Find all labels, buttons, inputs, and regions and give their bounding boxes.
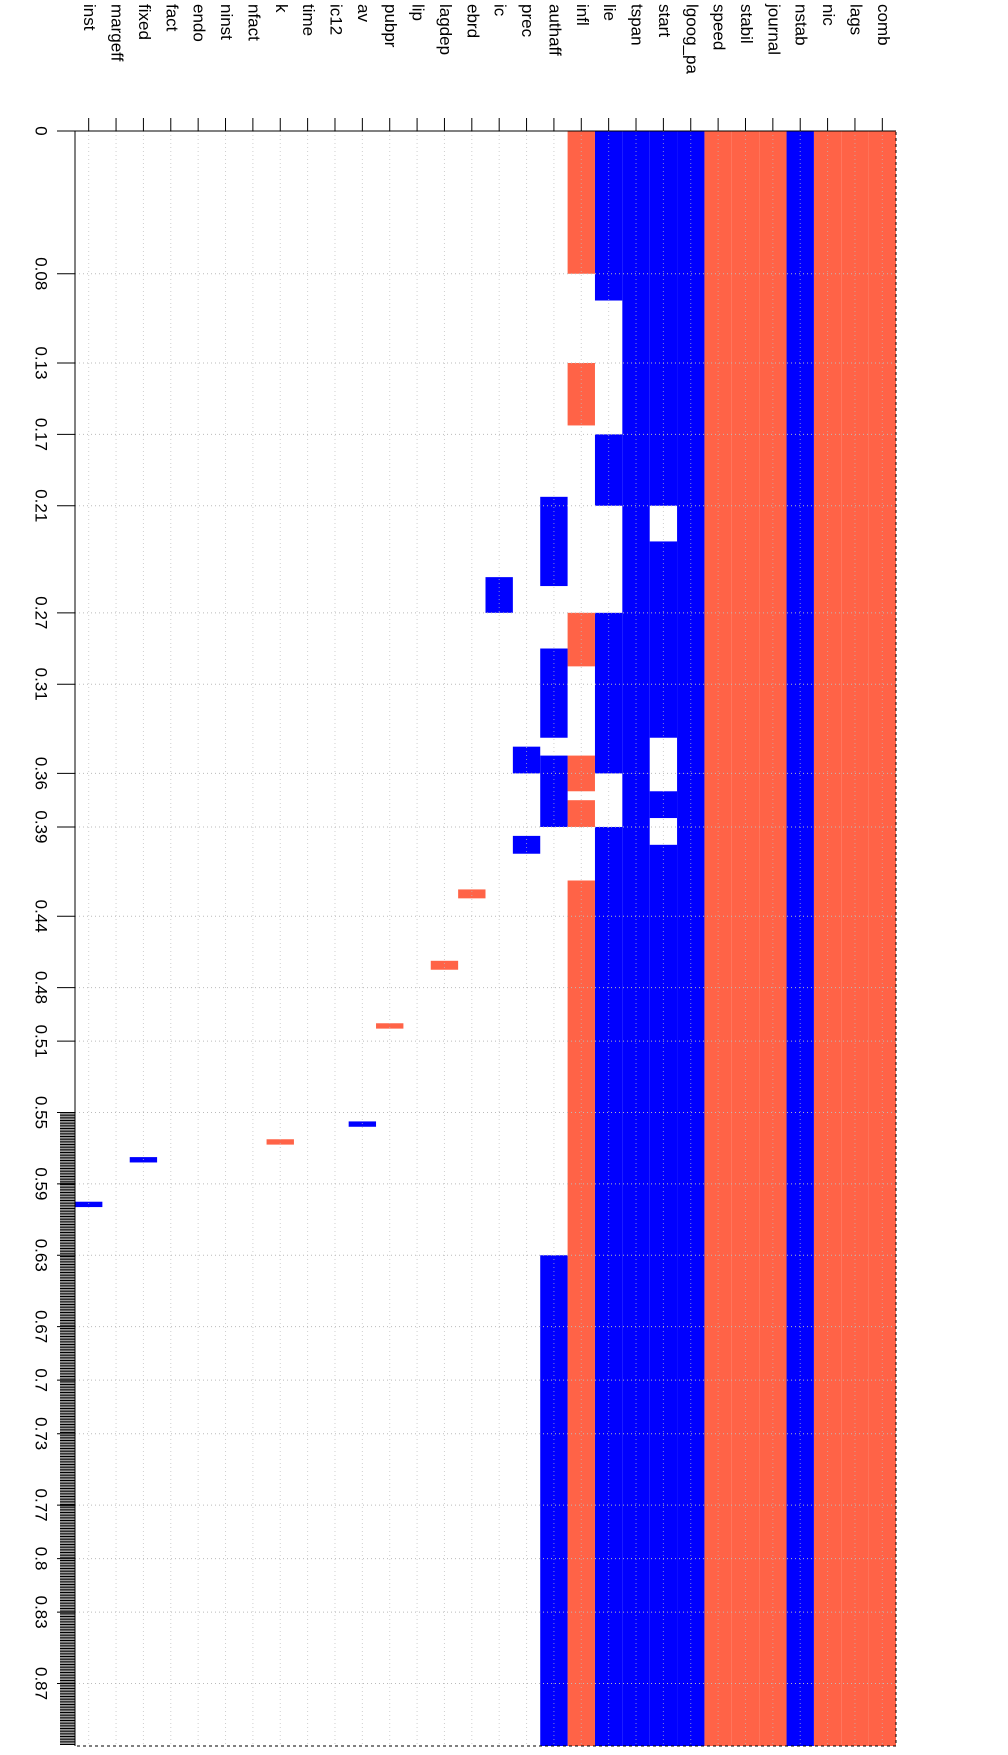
x-tick-label: 0.27 bbox=[32, 596, 51, 629]
x-tick-label: 0.67 bbox=[32, 1310, 51, 1343]
band-lags bbox=[841, 131, 869, 1746]
segment-infl-16 bbox=[567, 800, 595, 827]
segment-av-28 bbox=[348, 1121, 377, 1127]
x-tick-label: 0.8 bbox=[32, 1547, 51, 1571]
variable-label-nfact: nfact bbox=[244, 4, 263, 41]
variable-label-tspan: tspan bbox=[628, 4, 647, 46]
x-axis: 0 0.08 0.13 0.17 0.21 0.27 0.31 0.36 0.39 0.44 0.4… bbox=[32, 126, 897, 1747]
grid bbox=[75, 130, 896, 1746]
band-nstab bbox=[786, 131, 814, 1746]
segment-k-29 bbox=[266, 1139, 294, 1145]
segment-infl-15 bbox=[567, 755, 595, 792]
variable-bands bbox=[704, 131, 896, 1746]
segment-ebrd-25 bbox=[458, 889, 486, 899]
band-speed bbox=[704, 131, 732, 1746]
band-comb bbox=[868, 131, 896, 1746]
variable-label-lgoog_pa: lgoog_pa bbox=[682, 4, 701, 75]
variable-label-speed: speed bbox=[710, 4, 729, 50]
variable-label-start: start bbox=[655, 4, 674, 37]
variable-label-lie: lie bbox=[600, 4, 619, 21]
x-tick-label: 0.59 bbox=[32, 1167, 51, 1200]
variable-label-fact: fact bbox=[162, 4, 181, 32]
segment-lgoog_pa-0 bbox=[677, 131, 705, 774]
variable-label-stabil: stabil bbox=[737, 4, 756, 44]
x-tick-label: 0.77 bbox=[32, 1489, 51, 1522]
variable-label-comb: comb bbox=[874, 4, 893, 46]
segment-prec-22 bbox=[512, 746, 541, 774]
segment-prec-23 bbox=[512, 835, 541, 854]
segment-lie-11 bbox=[594, 826, 623, 1746]
x-tick-label: 0.08 bbox=[32, 257, 51, 290]
variable-label-journal: journal bbox=[764, 3, 783, 55]
x-tick-label: 0.7 bbox=[32, 1368, 51, 1392]
variable-label-ninst: ninst bbox=[217, 4, 236, 40]
variable-label-ic: ic bbox=[491, 4, 510, 17]
variable-label-prec: prec bbox=[518, 4, 537, 38]
x-tick-label: 0 bbox=[32, 126, 51, 135]
variable-label-margeff: margeff bbox=[108, 4, 127, 62]
variable-label-lags: lags bbox=[846, 4, 865, 35]
band-stabil bbox=[731, 131, 760, 1746]
model-inclusion-ticks bbox=[60, 1111, 75, 1745]
variable-label-pubpr: pubpr bbox=[381, 4, 400, 48]
x-tick-label: 0.55 bbox=[32, 1096, 51, 1129]
segment-infl-13 bbox=[567, 362, 595, 426]
variable-label-time: time bbox=[299, 4, 318, 36]
variable-label-nstab: nstab bbox=[792, 4, 811, 46]
variable-label-k: k bbox=[272, 4, 291, 13]
variable-label-nic: nic bbox=[819, 4, 838, 26]
segment-lagdep-26 bbox=[430, 960, 459, 970]
variable-label-ic12: ic12 bbox=[326, 4, 345, 35]
x-tick-label: 0.39 bbox=[32, 810, 51, 843]
segment-infl-17 bbox=[567, 880, 595, 1746]
band-nic bbox=[813, 131, 842, 1746]
x-tick-label: 0.73 bbox=[32, 1417, 51, 1450]
band-journal bbox=[759, 131, 787, 1746]
variable-label-infl: infl bbox=[573, 4, 592, 26]
segment-inst-31 bbox=[75, 1201, 103, 1208]
x-tick-label: 0.51 bbox=[32, 1025, 51, 1058]
segment-authaff-18 bbox=[540, 496, 568, 587]
variable-label-lagdep: lagdep bbox=[436, 4, 455, 55]
x-tick-label: 0.21 bbox=[32, 489, 51, 522]
variable-label-lip: lip bbox=[409, 4, 428, 21]
x-tick-label: 0.31 bbox=[32, 668, 51, 701]
variable-label-av: av bbox=[354, 4, 373, 22]
segment-tspan-6 bbox=[622, 131, 650, 774]
variable-label-ebrd: ebrd bbox=[463, 4, 482, 38]
variable-label-endo: endo bbox=[190, 4, 209, 42]
variable-label-inst: inst bbox=[80, 4, 99, 31]
variable-label-fixed: fixed bbox=[135, 4, 154, 40]
segment-lie-9 bbox=[594, 434, 623, 506]
segment-authaff-19 bbox=[540, 648, 568, 738]
x-tick-label: 0.17 bbox=[32, 418, 51, 451]
segment-lie-10 bbox=[594, 612, 623, 774]
variable-label-authaff: authaff bbox=[545, 4, 564, 56]
segment-pubpr-27 bbox=[376, 1023, 404, 1029]
x-tick-label: 0.44 bbox=[32, 900, 51, 933]
x-tick-label: 0.36 bbox=[32, 757, 51, 790]
x-tick-label: 0.13 bbox=[32, 346, 51, 379]
segment-authaff-21 bbox=[540, 1255, 568, 1746]
x-tick-label: 0.87 bbox=[32, 1667, 51, 1700]
x-tick-label: 0.48 bbox=[32, 971, 51, 1004]
x-tick-label: 0.63 bbox=[32, 1239, 51, 1272]
segment-infl-12 bbox=[567, 131, 595, 274]
x-tick-label: 0.83 bbox=[32, 1596, 51, 1629]
